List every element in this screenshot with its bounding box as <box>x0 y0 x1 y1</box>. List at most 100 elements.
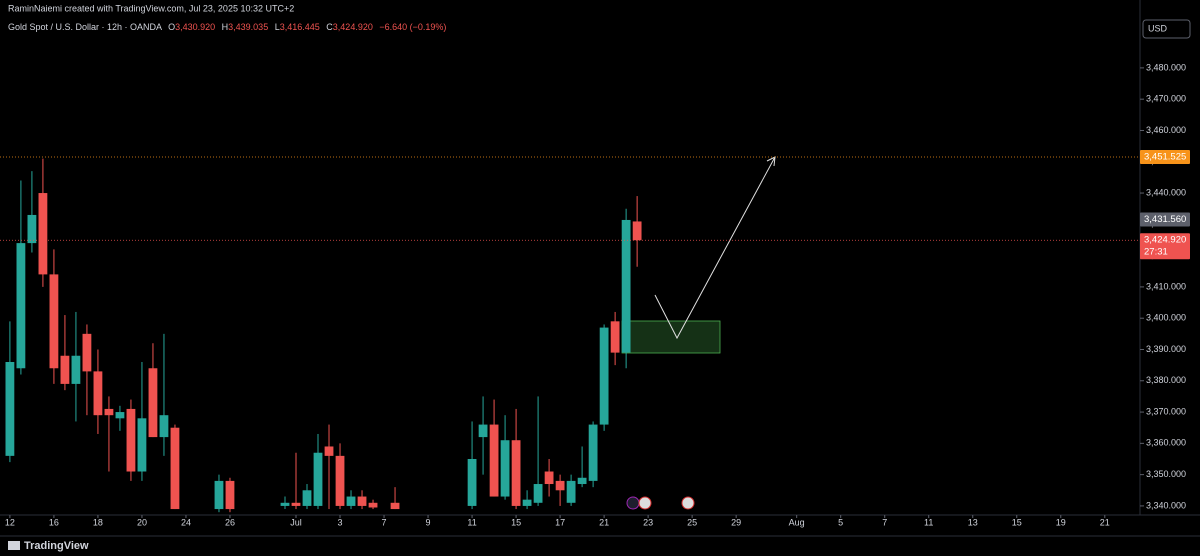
x-tick-label: 15 <box>511 517 521 527</box>
currency[interactable]: USD <box>1148 23 1168 33</box>
candle-body <box>159 415 169 438</box>
x-tick-label: 18 <box>93 517 103 527</box>
event-icon[interactable] <box>681 496 695 510</box>
y-tick-label: 3,350.000 <box>1146 469 1186 479</box>
candle-body <box>302 490 312 506</box>
price-label-box <box>1140 149 1190 164</box>
x-tick-label: 7 <box>382 517 387 527</box>
plot <box>0 156 1140 513</box>
candle-body <box>126 408 136 472</box>
symbol: Gold Spot / U.S. Dollar · 12h · OANDA <box>8 22 162 32</box>
x-tick-label: 5 <box>838 517 843 527</box>
x-tick-label: 21 <box>599 517 609 527</box>
candle-body <box>390 502 400 510</box>
currency-button[interactable] <box>1142 19 1191 39</box>
candle-body <box>82 333 92 372</box>
candle-body <box>5 362 15 456</box>
candle-body <box>324 446 334 456</box>
x-tick-label: 19 <box>1056 517 1066 527</box>
author-line: RaminNaiemi created with TradingView.com… <box>8 3 294 13</box>
x-tick-label: 21 <box>1100 517 1110 527</box>
y-tick-label: 3,480.000 <box>1146 62 1186 72</box>
price-label: 3,451.525 <box>1144 152 1186 163</box>
event-icon[interactable] <box>626 496 640 510</box>
candle-body <box>170 427 180 510</box>
candle-body <box>467 458 477 506</box>
ohlc-value: 3,439.035 <box>228 22 268 32</box>
x-tick-label: Jul <box>290 517 302 527</box>
candle-body <box>357 496 367 506</box>
x-tick-label: 7 <box>882 517 887 527</box>
candle-body <box>137 418 147 472</box>
candle-body <box>346 496 356 506</box>
candle-body <box>38 193 48 275</box>
candle-body <box>368 502 378 508</box>
candle-body <box>49 274 59 369</box>
candle-body <box>280 502 290 506</box>
price-label-box <box>1140 233 1190 260</box>
candle-body <box>621 219 631 353</box>
candle-body <box>60 355 70 384</box>
change: −6.640 (−0.19%) <box>379 22 446 32</box>
event-icon[interactable] <box>638 496 652 510</box>
x-tick-label: 29 <box>731 517 741 527</box>
y-tick-label: 3,410.000 <box>1146 281 1186 291</box>
y-tick-label: 3,360.000 <box>1146 438 1186 448</box>
candle-body <box>313 452 323 506</box>
x-tick-label: 15 <box>1012 517 1022 527</box>
candle-body <box>511 440 521 506</box>
candle-body <box>632 221 642 241</box>
brand: TradingView <box>24 540 89 552</box>
x-tick-label: 17 <box>555 517 565 527</box>
x-tick-label: 3 <box>338 517 343 527</box>
candle-body <box>93 371 103 416</box>
candle-body <box>555 480 565 491</box>
candle-body <box>27 214 37 244</box>
candle-body <box>335 455 345 506</box>
ohlc-key: O <box>168 22 175 32</box>
y-tick-label: 3,390.000 <box>1146 344 1186 354</box>
x-tick-label: 11 <box>924 517 933 527</box>
event-icons <box>626 496 695 510</box>
candle-body <box>16 243 26 369</box>
price-label: 3,431.560 <box>1144 214 1186 225</box>
x-tick-label: Aug <box>789 517 805 527</box>
projection-arrow <box>654 156 776 340</box>
ohlc-key: C <box>326 22 333 32</box>
ohlc-value: 3,416.445 <box>280 22 320 32</box>
x-tick-label: 20 <box>137 517 147 527</box>
countdown: 27:31 <box>1144 247 1168 258</box>
candle-body <box>500 440 510 497</box>
candle-body <box>544 471 554 485</box>
candle-body <box>291 502 301 506</box>
y-tick-label: 3,400.000 <box>1146 313 1186 323</box>
x-tick-label: 13 <box>968 517 978 527</box>
x-tick-label: 12 <box>5 517 15 527</box>
ohlc-value: 3,424.920 <box>333 22 373 32</box>
x-tick-label: 16 <box>49 517 59 527</box>
candle-body <box>148 368 158 438</box>
y-tick-label: 3,470.000 <box>1146 94 1186 104</box>
y-tick-label: 3,370.000 <box>1146 406 1186 416</box>
candle-body <box>115 412 125 419</box>
y-tick-label: 3,380.000 <box>1146 375 1186 385</box>
x-tick-label: 9 <box>426 517 431 527</box>
y-tick-label: 3,460.000 <box>1146 125 1186 135</box>
candle-body <box>522 499 532 506</box>
candle-body <box>225 480 235 510</box>
x-tick-label: 25 <box>687 517 697 527</box>
candle-body <box>489 424 499 497</box>
y-tick-label: 3,340.000 <box>1146 500 1186 510</box>
x-tick-label: 23 <box>643 517 653 527</box>
candle-body <box>104 408 114 416</box>
price-label: 3,424.920 <box>1144 235 1186 246</box>
ohlc-value: 3,430.920 <box>175 22 215 32</box>
x-tick-label: 24 <box>181 517 191 527</box>
candle-body <box>599 327 609 425</box>
candle-body <box>71 355 81 384</box>
candle-body <box>610 321 620 353</box>
candle-body <box>533 484 543 503</box>
